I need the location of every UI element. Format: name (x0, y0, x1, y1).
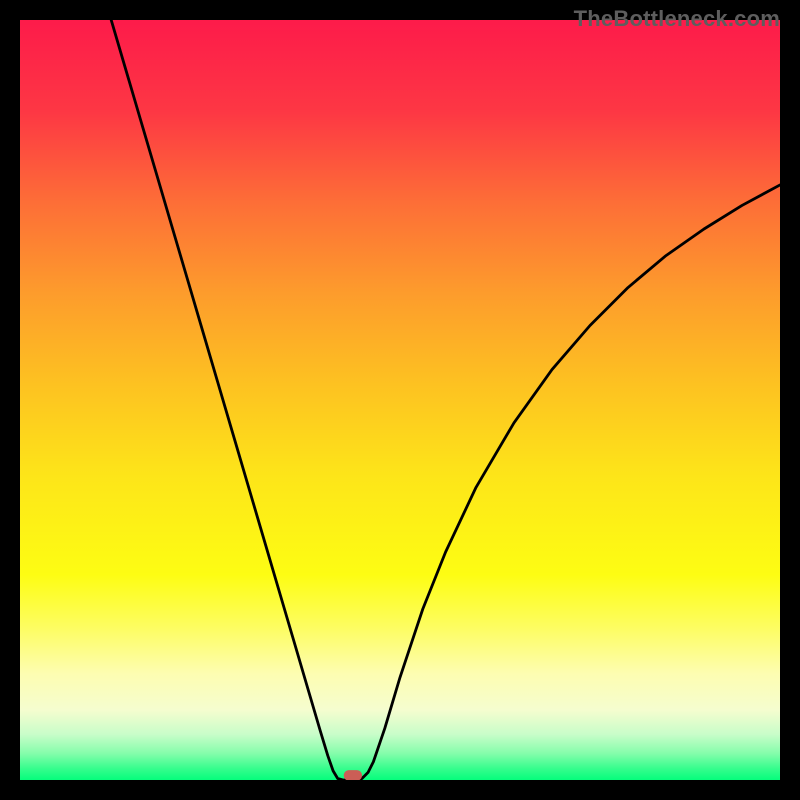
optimum-marker (344, 770, 362, 781)
plot-background-gradient (20, 20, 780, 780)
bottleneck-chart (0, 0, 800, 800)
chart-frame: TheBottleneck.com (0, 0, 800, 800)
watermark-text: TheBottleneck.com (574, 6, 780, 32)
